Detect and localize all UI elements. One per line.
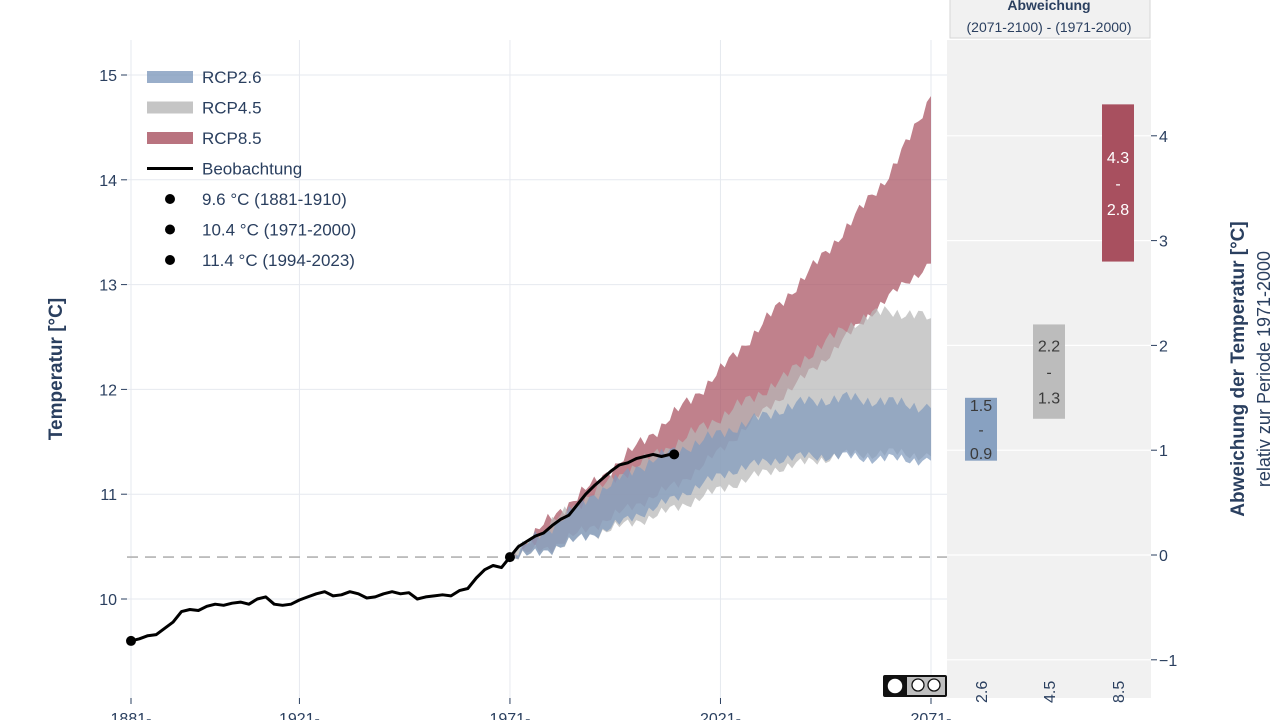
deviation-y-axis-subtitle: relativ zur Periode 1971-2000 [1254, 251, 1274, 487]
y-tick-label: 11 [100, 487, 117, 504]
legend-label: RCP4.5 [202, 99, 262, 118]
x-tick-label: 1881- [111, 711, 152, 720]
deviation-y-axis-title: Abweichung der Temperatur [°C] [1228, 221, 1249, 516]
observation-point [504, 552, 515, 563]
deviation-bar-rcp26 [965, 397, 997, 461]
observation-point [669, 449, 680, 460]
deviation-x-tick-label: 2.6 [974, 681, 991, 703]
deviation-bar-rcp45 [1033, 324, 1065, 419]
share-alike-icon [927, 678, 941, 692]
y-tick-label: 12 [99, 382, 117, 399]
y-tick-label: 15 [99, 68, 117, 85]
legend-swatch-dot [165, 224, 175, 235]
legend-item[interactable]: RCP8.5 [147, 129, 262, 148]
deviation-bar-high-label: 1.5 [970, 398, 992, 415]
deviation-y-tick-label: −1 [1159, 653, 1177, 670]
legend-item[interactable]: 9.6 °C (1881-1910) [165, 190, 347, 209]
deviation-bar-rcp85 [1102, 104, 1134, 262]
deviation-panel-title: Abweichung [1007, 0, 1090, 13]
attribution-icon [911, 678, 925, 692]
deviation-bar-low-label: 1.3 [1038, 391, 1060, 408]
observation-point [126, 635, 136, 646]
deviation-y-tick-label: 0 [1159, 548, 1168, 565]
legend: RCP2.6 RCP4.5 RCP8.5 Beobachtung 9.6 °C (188… [147, 68, 356, 270]
x-tick-label: 1971- [489, 711, 530, 720]
legend-label: RCP8.5 [202, 129, 262, 148]
y-axis-ticks: 10 11 12 13 14 15 [99, 68, 127, 609]
deviation-panel-subtitle: (2071-2100) - (1971-2000) [967, 19, 1132, 35]
y-tick-label: 10 [99, 592, 117, 609]
scenario-bands [509, 96, 931, 560]
legend-label: 10.4 °C (1971-2000) [202, 221, 356, 240]
y-tick-label: 13 [99, 278, 117, 295]
cc-icon [886, 677, 904, 695]
deviation-bar-high-label: 2.2 [1038, 339, 1060, 356]
deviation-x-tick-label: 4.5 [1042, 681, 1059, 703]
legend-label: Beobachtung [202, 160, 302, 179]
x-tick-label: 1921- [279, 711, 320, 720]
observation-line [130, 452, 675, 643]
legend-swatch-dot [165, 255, 175, 265]
legend-label: RCP2.6 [202, 68, 262, 87]
legend-swatch-rcp85 [147, 132, 193, 144]
deviation-bar-high-label: 4.3 [1107, 150, 1129, 167]
deviation-y-tick-label: 3 [1159, 234, 1168, 251]
legend-label: 9.6 °C (1881-1910) [202, 190, 347, 209]
deviation-x-tick-label: 8.5 [1111, 681, 1128, 703]
y-axis-title: Temperatur [°C] [46, 298, 67, 440]
x-tick-label: 2071- [911, 711, 952, 720]
band-rcp85 [509, 96, 931, 560]
legend-item[interactable]: RCP2.6 [147, 68, 262, 87]
observation-series [126, 449, 680, 646]
legend-swatch-dot [165, 194, 175, 204]
legend-label: 11.4 °C (1994-2023) [202, 251, 355, 270]
deviation-bars: 1.5 - 0.9 2.2 - 1.3 4.3 - 2.8 [965, 104, 1134, 463]
deviation-bar-separator: - [1046, 365, 1051, 382]
y-tick-label: 14 [99, 173, 117, 190]
x-axis-ticks: 1881- 1921- 1971- 2021- 2071- [111, 698, 952, 720]
x-tick-label: 2021- [700, 711, 741, 720]
band-rcp26 [509, 391, 931, 559]
deviation-y-tick-label: 4 [1159, 129, 1168, 146]
legend-item[interactable]: 11.4 °C (1994-2023) [165, 251, 355, 270]
deviation-panel-title-box [949, 0, 1151, 39]
deviation-bar-separator: - [978, 422, 983, 439]
license-badge[interactable] [883, 675, 947, 697]
deviation-bar-separator: - [1115, 176, 1120, 193]
legend-item[interactable]: 10.4 °C (1971-2000) [165, 221, 356, 240]
deviation-y-tick-label: 2 [1159, 338, 1168, 355]
deviation-bar-low-label: 2.8 [1107, 202, 1129, 219]
deviation-x-axis-ticks: 2.6 4.5 8.5 [974, 681, 1128, 703]
legend-item[interactable]: Beobachtung [147, 160, 302, 179]
legend-item[interactable]: RCP4.5 [147, 99, 262, 118]
legend-swatch-rcp26 [147, 71, 193, 83]
deviation-y-tick-label: 1 [1159, 443, 1168, 460]
deviation-y-axis-ticks: −1 0 1 2 3 4 [1151, 129, 1177, 670]
legend-swatch-rcp45 [147, 101, 193, 114]
deviation-bar-low-label: 0.9 [970, 446, 992, 463]
